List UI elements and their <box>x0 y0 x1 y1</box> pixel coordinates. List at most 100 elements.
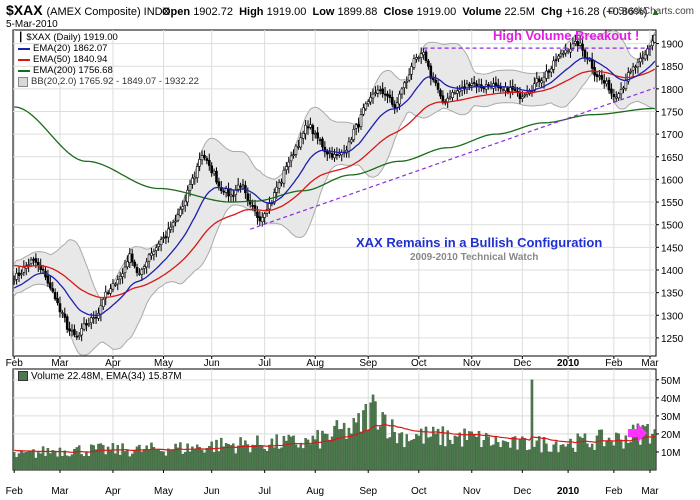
volume-bar <box>244 440 247 471</box>
price-candle-body <box>415 57 418 60</box>
volume-bar <box>265 450 269 471</box>
volume-bar <box>92 445 95 471</box>
volume-bar <box>208 446 211 471</box>
price-candle-body <box>49 282 52 289</box>
price-candle-body <box>92 317 95 320</box>
price-candle-body <box>167 228 170 238</box>
volume-bar <box>371 394 375 471</box>
price-candle-body <box>333 154 336 159</box>
volume-bar <box>118 454 122 471</box>
volume-bar <box>232 443 235 471</box>
chart-annotation-title: XAX Remains in a Bullish Configuration <box>356 235 602 250</box>
volume-bar <box>75 447 79 471</box>
price-candle-body <box>24 265 28 269</box>
volume-bar <box>176 447 180 471</box>
price-candle-body <box>265 209 269 214</box>
price-candle-body <box>475 83 478 87</box>
volume-bar <box>183 452 187 471</box>
price-candle-body <box>598 75 601 78</box>
volume-bar <box>465 440 469 471</box>
volume-bar <box>448 439 452 471</box>
volume-bar <box>22 452 26 471</box>
volume-bar <box>94 449 98 471</box>
volume-bar <box>631 424 635 471</box>
volume-bar <box>51 450 54 471</box>
price-candle-body <box>142 266 146 269</box>
volume-bar <box>417 435 421 471</box>
volume-bar <box>434 433 437 471</box>
price-candle-body <box>118 276 122 280</box>
price-candle-body <box>275 186 279 193</box>
volume-bar <box>106 446 110 471</box>
volume-y-axis: 10M 20M 30M 40M 50M <box>656 376 680 459</box>
volume-bar <box>333 425 336 471</box>
volume-bar <box>354 422 358 471</box>
price-candle-body <box>203 154 206 158</box>
price-candle-body <box>400 88 404 95</box>
volume-bar <box>352 418 355 471</box>
price-candle-body <box>210 165 213 174</box>
volume-bar <box>458 432 461 471</box>
volume-bar <box>386 438 389 471</box>
volume-bar <box>258 445 262 471</box>
price-candle-body <box>229 194 233 197</box>
high-value: 1919.00 <box>266 6 307 18</box>
volume-bar <box>234 453 237 471</box>
volume-ema-line <box>14 423 655 453</box>
open-value: 1902.72 <box>193 6 233 18</box>
volume-y-tick-label: 40M <box>661 394 680 405</box>
volume-bar <box>256 435 259 471</box>
price-candle-body <box>552 60 555 70</box>
volume-bar <box>525 450 529 471</box>
volume-bar <box>44 455 47 471</box>
price-candle-body <box>232 195 235 197</box>
volume-bar <box>347 427 351 471</box>
price-candle-body <box>22 267 26 273</box>
volume-label: Volume <box>462 6 502 18</box>
price-candle-body <box>393 104 397 109</box>
price-candle-body <box>313 133 317 135</box>
price-candle-body <box>561 52 565 55</box>
price-candle-body <box>29 259 33 264</box>
volume-bar <box>191 446 194 471</box>
price-candle-body <box>386 93 389 97</box>
price-candle-body <box>453 92 457 94</box>
volume-bar <box>516 449 519 471</box>
price-candle-body <box>70 329 74 332</box>
price-candle-body <box>195 166 199 178</box>
volume-bar <box>17 453 21 471</box>
price-annotations <box>250 47 655 230</box>
volume-bar <box>412 438 416 471</box>
legend-price: ┃ $XAX (Daily) 1919.00 <box>18 32 118 43</box>
volume-bar <box>135 446 139 471</box>
volume-bar <box>164 455 168 471</box>
volume-x-tick-label: Mar <box>641 486 659 497</box>
price-x-tick-label: Feb <box>6 358 24 369</box>
volume-bar <box>557 452 560 471</box>
volume-bar <box>140 451 144 471</box>
price-candle-body <box>104 291 108 299</box>
price-candle-body <box>456 90 459 94</box>
price-candle-body <box>381 88 384 94</box>
volume-bar <box>200 449 204 471</box>
price-candle-body <box>94 316 98 319</box>
volume-x-tick-label: Nov <box>463 486 481 497</box>
price-candle-body <box>533 83 536 92</box>
price-candle-body <box>82 323 86 330</box>
price-candle-body <box>439 89 442 97</box>
volume-bar <box>359 431 363 471</box>
support-trendline <box>250 87 655 230</box>
legend-ema20: EMA(20) 1862.07 <box>18 43 199 54</box>
volume-bar <box>97 443 100 471</box>
volume-bar <box>535 440 539 471</box>
volume-bar <box>441 426 445 471</box>
price-candle-body <box>188 184 192 191</box>
volume-bar <box>400 432 404 471</box>
price-x-tick-label: Mar <box>51 358 69 369</box>
volume-bar <box>270 438 274 471</box>
volume-bar <box>248 452 252 471</box>
price-candle-body <box>176 214 180 221</box>
volume-bar <box>251 444 254 471</box>
volume-y-tick-label: 50M <box>661 376 680 387</box>
price-candle-body <box>277 182 281 189</box>
